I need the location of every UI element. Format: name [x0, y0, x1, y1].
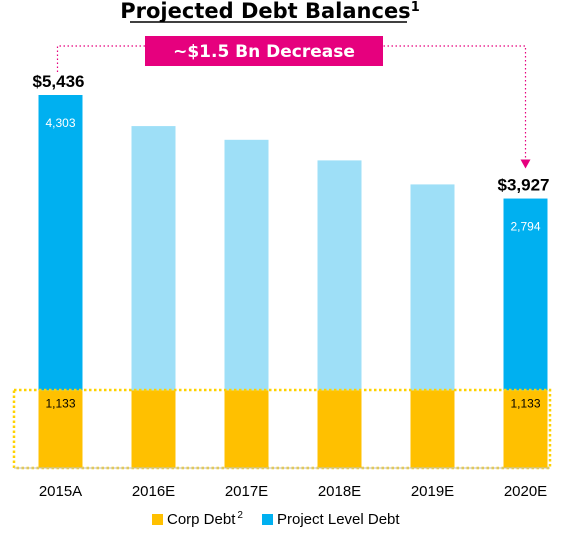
decrease-callout-box: [145, 36, 383, 66]
x-tick-label-2018E: 2018E: [318, 483, 361, 500]
bar-project-debt-2015A: [38, 95, 83, 391]
bar-project-debt-2017E: [224, 139, 269, 391]
x-tick-label-2015A: 2015A: [39, 483, 82, 500]
x-axis-ticks: 2015A 2016E 2017E 2018E 2019E 2020E: [39, 483, 547, 500]
bar-project-debt-2019E: [410, 184, 455, 391]
total-label-2020E: $3,927: [498, 176, 550, 195]
bar-project-debt-2020E: [503, 198, 548, 391]
bar-corp-debt-2017E: [224, 390, 269, 468]
legend-corp-text: Corp Debt: [167, 511, 236, 528]
labels-group: $5,436 4,303 1,133 $3,927 2,794 1,133: [33, 72, 550, 410]
chart-title-text: Projected Debt Balances: [120, 0, 410, 23]
decrease-callout-text: ~$1.5 Bn Decrease: [173, 42, 355, 62]
total-label-2015A: $5,436: [33, 72, 85, 91]
bar-corp-debt-2018E: [317, 390, 362, 468]
bar-corp-debt-2015A: [38, 390, 83, 468]
x-tick-label-2020E: 2020E: [504, 483, 547, 500]
legend-swatch-project-debt: [262, 514, 273, 525]
corp-debt-label-2015A: 1,133: [45, 396, 75, 410]
title-footnote: 1: [411, 0, 420, 15]
bar-corp-debt-2016E: [131, 390, 176, 468]
corp-debt-label-2020E: 1,133: [510, 396, 540, 410]
x-tick-label-2017E: 2017E: [225, 483, 268, 500]
chart-title: Projected Debt Balances1: [120, 0, 419, 23]
legend-corp-footnote: 2: [237, 510, 243, 521]
bars-group: [38, 95, 548, 468]
legend: Corp Debt 2 Project Level Debt: [152, 510, 400, 528]
legend-label-project-debt: Project Level Debt: [277, 511, 400, 528]
project-debt-label-2015A: 4,303: [45, 116, 75, 130]
bar-corp-debt-2020E: [503, 390, 548, 468]
legend-label-corp-debt: Corp Debt 2: [167, 510, 243, 528]
bar-project-debt-2018E: [317, 160, 362, 391]
x-tick-label-2019E: 2019E: [411, 483, 454, 500]
bar-corp-debt-2019E: [410, 390, 455, 468]
decrease-arrowhead: [520, 159, 531, 169]
bar-project-debt-2016E: [131, 126, 176, 391]
project-debt-label-2020E: 2,794: [510, 220, 540, 234]
x-tick-label-2016E: 2016E: [132, 483, 175, 500]
corp-debt-highlight-box: [12, 388, 552, 470]
legend-swatch-corp-debt: [152, 514, 163, 525]
